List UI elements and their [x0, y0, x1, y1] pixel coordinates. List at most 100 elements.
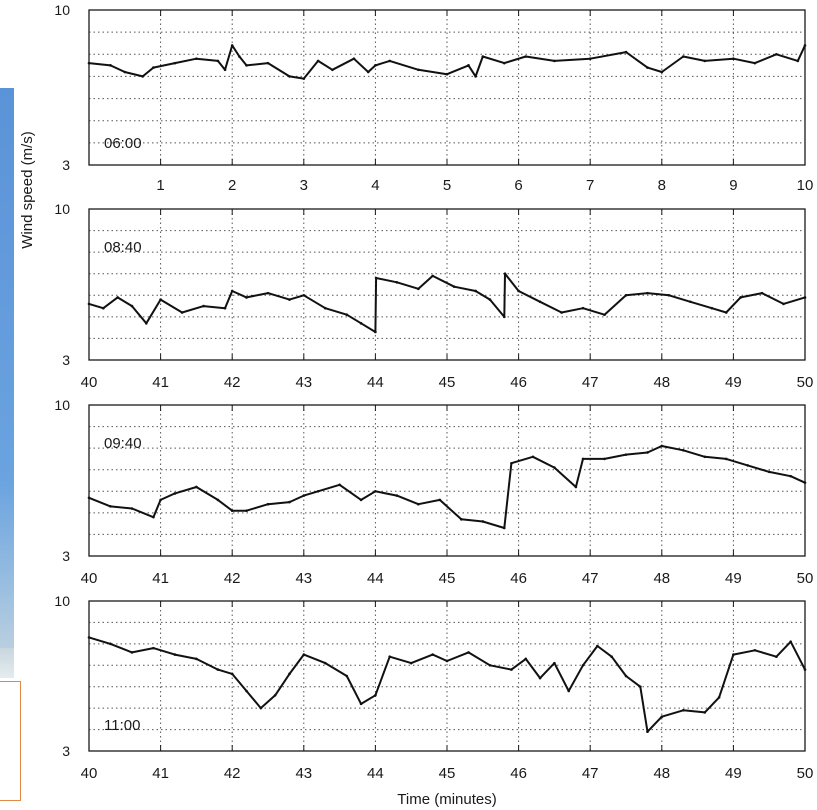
data-point	[266, 61, 270, 65]
data-point	[302, 494, 306, 497]
data-point	[502, 315, 506, 319]
x-tick-label: 43	[295, 374, 312, 391]
data-point	[538, 676, 542, 680]
data-point	[775, 52, 778, 56]
data-point	[510, 461, 513, 465]
data-point	[173, 653, 177, 656]
x-tick-label: 44	[367, 765, 384, 782]
data-point	[223, 68, 227, 72]
data-point	[445, 72, 449, 76]
x-tick-label: 46	[510, 765, 527, 782]
x-tick-label: 45	[439, 765, 456, 782]
data-point	[409, 661, 413, 665]
x-tick-label: 4	[371, 177, 379, 194]
data-point	[302, 293, 306, 297]
data-point	[646, 451, 649, 454]
data-point	[574, 485, 578, 489]
data-point	[230, 672, 234, 676]
data-point	[245, 64, 248, 67]
data-point	[531, 455, 535, 459]
y-axis-label-group: Wind speed (m/s)	[19, 131, 36, 249]
data-point	[681, 708, 685, 712]
x-tick-label: 41	[152, 374, 169, 391]
x-tick-label: 8	[658, 177, 666, 194]
data-point	[266, 502, 270, 506]
data-point	[417, 502, 420, 506]
data-point	[159, 298, 162, 301]
x-tick-label: 46	[510, 570, 527, 587]
data-point	[180, 311, 184, 314]
x-tick-label: 49	[725, 570, 742, 587]
data-point	[524, 657, 528, 661]
data-point	[681, 449, 685, 452]
x-tick-label: 49	[725, 765, 742, 782]
x-tick-label: 41	[152, 570, 169, 587]
data-point	[803, 668, 807, 671]
data-point	[152, 66, 155, 69]
data-point	[323, 661, 327, 665]
x-tick-label: 44	[367, 374, 384, 391]
data-point	[123, 70, 127, 74]
chart-panel-2: 40 41 42 43 44 45 46 47 48 49 50 3 10 08:40	[54, 201, 813, 391]
data-point	[245, 296, 248, 299]
data-point	[639, 685, 642, 689]
x-tick-label: 7	[586, 177, 594, 194]
x-tick-label: 48	[653, 765, 670, 782]
data-point	[782, 302, 785, 306]
data-point	[689, 300, 692, 304]
y-tick-label: 3	[62, 157, 70, 173]
x-tick-label: 48	[653, 374, 670, 391]
data-point	[624, 674, 628, 678]
data-point	[703, 59, 707, 63]
data-point	[667, 293, 671, 297]
side-accent-grey	[0, 648, 14, 678]
data-point	[230, 509, 234, 512]
data-point	[567, 689, 571, 693]
data-point	[481, 520, 485, 523]
x-tick-label: 45	[439, 570, 456, 587]
y-tick-label: 3	[62, 743, 70, 759]
data-point	[803, 481, 807, 484]
y-tick-label: 10	[54, 593, 70, 609]
data-point	[739, 296, 742, 299]
data-point	[288, 298, 291, 301]
y-tick-label: 3	[62, 548, 70, 564]
data-point	[796, 59, 800, 63]
data-point	[646, 66, 649, 69]
data-point	[603, 457, 606, 461]
y-tick-label: 10	[54, 2, 70, 18]
data-point	[195, 57, 198, 61]
data-point	[624, 50, 628, 54]
data-point	[646, 730, 649, 734]
data-point	[288, 75, 291, 78]
data-point	[789, 474, 792, 478]
x-tick-label: 6	[514, 177, 522, 194]
data-point	[502, 61, 506, 65]
data-point	[553, 466, 556, 469]
data-point	[345, 313, 349, 317]
data-point	[488, 663, 492, 667]
data-point	[245, 689, 248, 693]
data-point	[288, 500, 291, 504]
side-highlight-box	[0, 681, 21, 801]
x-tick-label: 47	[582, 374, 599, 391]
panel-time-label: 08:40	[104, 239, 142, 256]
data-point	[660, 70, 664, 74]
side-accent-blue	[0, 88, 14, 648]
data-point	[130, 507, 134, 510]
data-point	[775, 655, 778, 659]
x-tick-label: 43	[295, 570, 312, 587]
x-tick-label: 40	[81, 374, 98, 391]
wind-speed-series-line	[88, 272, 806, 333]
panel-time-label: 09:40	[104, 435, 142, 452]
x-axis-label: Time (minutes)	[397, 791, 496, 808]
panel-time-label: 06:00	[104, 135, 142, 152]
data-point	[624, 453, 628, 456]
x-tick-label: 42	[224, 765, 241, 782]
data-point	[517, 289, 520, 293]
data-point	[230, 44, 234, 47]
data-point	[366, 70, 370, 74]
x-tick-label: 46	[510, 374, 527, 391]
data-point	[316, 489, 320, 493]
